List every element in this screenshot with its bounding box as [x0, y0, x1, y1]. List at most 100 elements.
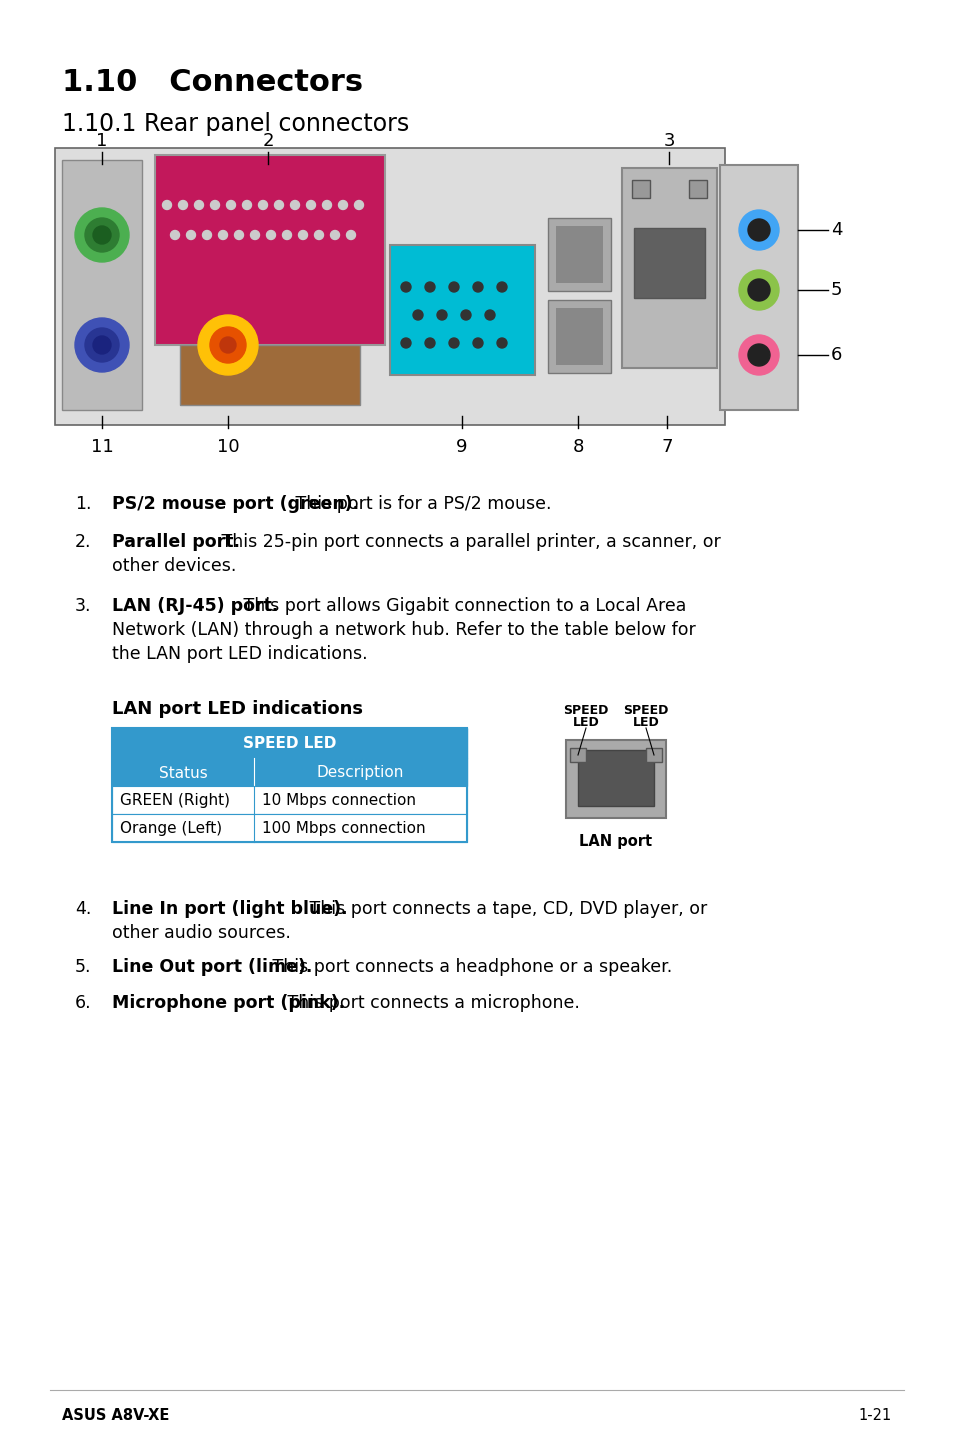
Text: 8: 8 [572, 439, 583, 456]
Circle shape [198, 315, 257, 375]
Circle shape [211, 200, 219, 210]
Circle shape [218, 230, 227, 240]
Text: This port connects a headphone or a speaker.: This port connects a headphone or a spea… [267, 958, 672, 976]
Text: PS/2 mouse port (green).: PS/2 mouse port (green). [112, 495, 358, 513]
Text: This port allows Gigabit connection to a Local Area: This port allows Gigabit connection to a… [237, 597, 685, 615]
Text: 10: 10 [216, 439, 239, 456]
Text: 1.10.1 Rear panel connectors: 1.10.1 Rear panel connectors [62, 112, 409, 137]
Circle shape [306, 200, 315, 210]
Bar [565, 741, 665, 818]
Bar [720, 165, 797, 410]
Circle shape [497, 282, 506, 292]
Circle shape [274, 200, 283, 210]
Circle shape [473, 282, 482, 292]
Circle shape [202, 230, 212, 240]
Circle shape [162, 200, 172, 210]
Circle shape [346, 230, 355, 240]
Circle shape [739, 335, 779, 375]
Text: 1.10   Connectors: 1.10 Connectors [62, 68, 363, 96]
Text: LAN (RJ-45) port.: LAN (RJ-45) port. [112, 597, 278, 615]
Circle shape [178, 200, 188, 210]
Circle shape [92, 336, 111, 354]
Text: ASUS A8V-XE: ASUS A8V-XE [62, 1408, 170, 1424]
Circle shape [242, 200, 252, 210]
Bar [578, 751, 654, 807]
Text: Parallel port.: Parallel port. [112, 533, 240, 551]
Text: the LAN port LED indications.: the LAN port LED indications. [112, 646, 367, 663]
Circle shape [266, 230, 275, 240]
Text: SPEED: SPEED [562, 705, 608, 718]
Bar [112, 728, 467, 758]
Text: LAN port: LAN port [578, 834, 652, 848]
Text: 2.: 2. [75, 533, 91, 551]
Text: LED: LED [632, 716, 659, 729]
Text: Description: Description [316, 765, 404, 781]
Text: Line Out port (lime).: Line Out port (lime). [112, 958, 312, 976]
Circle shape [449, 338, 458, 348]
Circle shape [400, 338, 411, 348]
Circle shape [258, 200, 267, 210]
Text: other audio sources.: other audio sources. [112, 925, 291, 942]
Circle shape [330, 230, 339, 240]
Text: 9: 9 [456, 439, 467, 456]
Text: 6.: 6. [75, 994, 91, 1012]
Circle shape [338, 200, 347, 210]
Text: This port is for a PS/2 mouse.: This port is for a PS/2 mouse. [290, 495, 551, 513]
Bar [390, 244, 535, 375]
Circle shape [747, 219, 769, 242]
Bar [112, 728, 467, 843]
Text: 1: 1 [96, 132, 108, 150]
Bar [621, 168, 717, 368]
Circle shape [92, 226, 111, 244]
Circle shape [314, 230, 323, 240]
Bar [631, 180, 649, 198]
Circle shape [424, 338, 435, 348]
Circle shape [75, 209, 129, 262]
Text: 7: 7 [660, 439, 672, 456]
Text: Status: Status [158, 765, 207, 781]
Circle shape [739, 270, 779, 311]
Bar [556, 308, 602, 365]
Text: 1.: 1. [75, 495, 91, 513]
Text: 11: 11 [91, 439, 113, 456]
Text: 3.: 3. [75, 597, 91, 615]
Bar [154, 155, 385, 345]
Circle shape [226, 200, 235, 210]
Circle shape [85, 219, 119, 252]
Bar [547, 219, 610, 290]
Circle shape [449, 282, 458, 292]
Bar [180, 345, 359, 406]
Circle shape [413, 311, 422, 321]
Circle shape [75, 318, 129, 372]
Circle shape [282, 230, 292, 240]
Text: SPEED: SPEED [622, 705, 668, 718]
Circle shape [194, 200, 203, 210]
Text: 3: 3 [662, 132, 674, 150]
Bar [634, 229, 704, 298]
Circle shape [220, 336, 235, 352]
Circle shape [460, 311, 471, 321]
Circle shape [747, 279, 769, 301]
Bar [645, 748, 661, 762]
Bar [569, 748, 585, 762]
Bar [688, 180, 706, 198]
Circle shape [291, 200, 299, 210]
Text: This port connects a microphone.: This port connects a microphone. [282, 994, 579, 1012]
Text: This 25-pin port connects a parallel printer, a scanner, or: This 25-pin port connects a parallel pri… [215, 533, 720, 551]
Text: 10 Mbps connection: 10 Mbps connection [262, 794, 416, 808]
Text: LAN port LED indications: LAN port LED indications [112, 700, 363, 718]
Text: 5: 5 [830, 280, 841, 299]
Circle shape [400, 282, 411, 292]
Bar [112, 787, 467, 814]
Circle shape [171, 230, 179, 240]
Text: 2: 2 [262, 132, 274, 150]
Circle shape [251, 230, 259, 240]
Text: LED: LED [572, 716, 598, 729]
Text: Line In port (light blue).: Line In port (light blue). [112, 900, 347, 917]
Bar [547, 301, 610, 372]
Circle shape [210, 326, 246, 362]
Circle shape [497, 338, 506, 348]
Text: 1-21: 1-21 [858, 1408, 891, 1424]
Circle shape [234, 230, 243, 240]
Circle shape [436, 311, 447, 321]
